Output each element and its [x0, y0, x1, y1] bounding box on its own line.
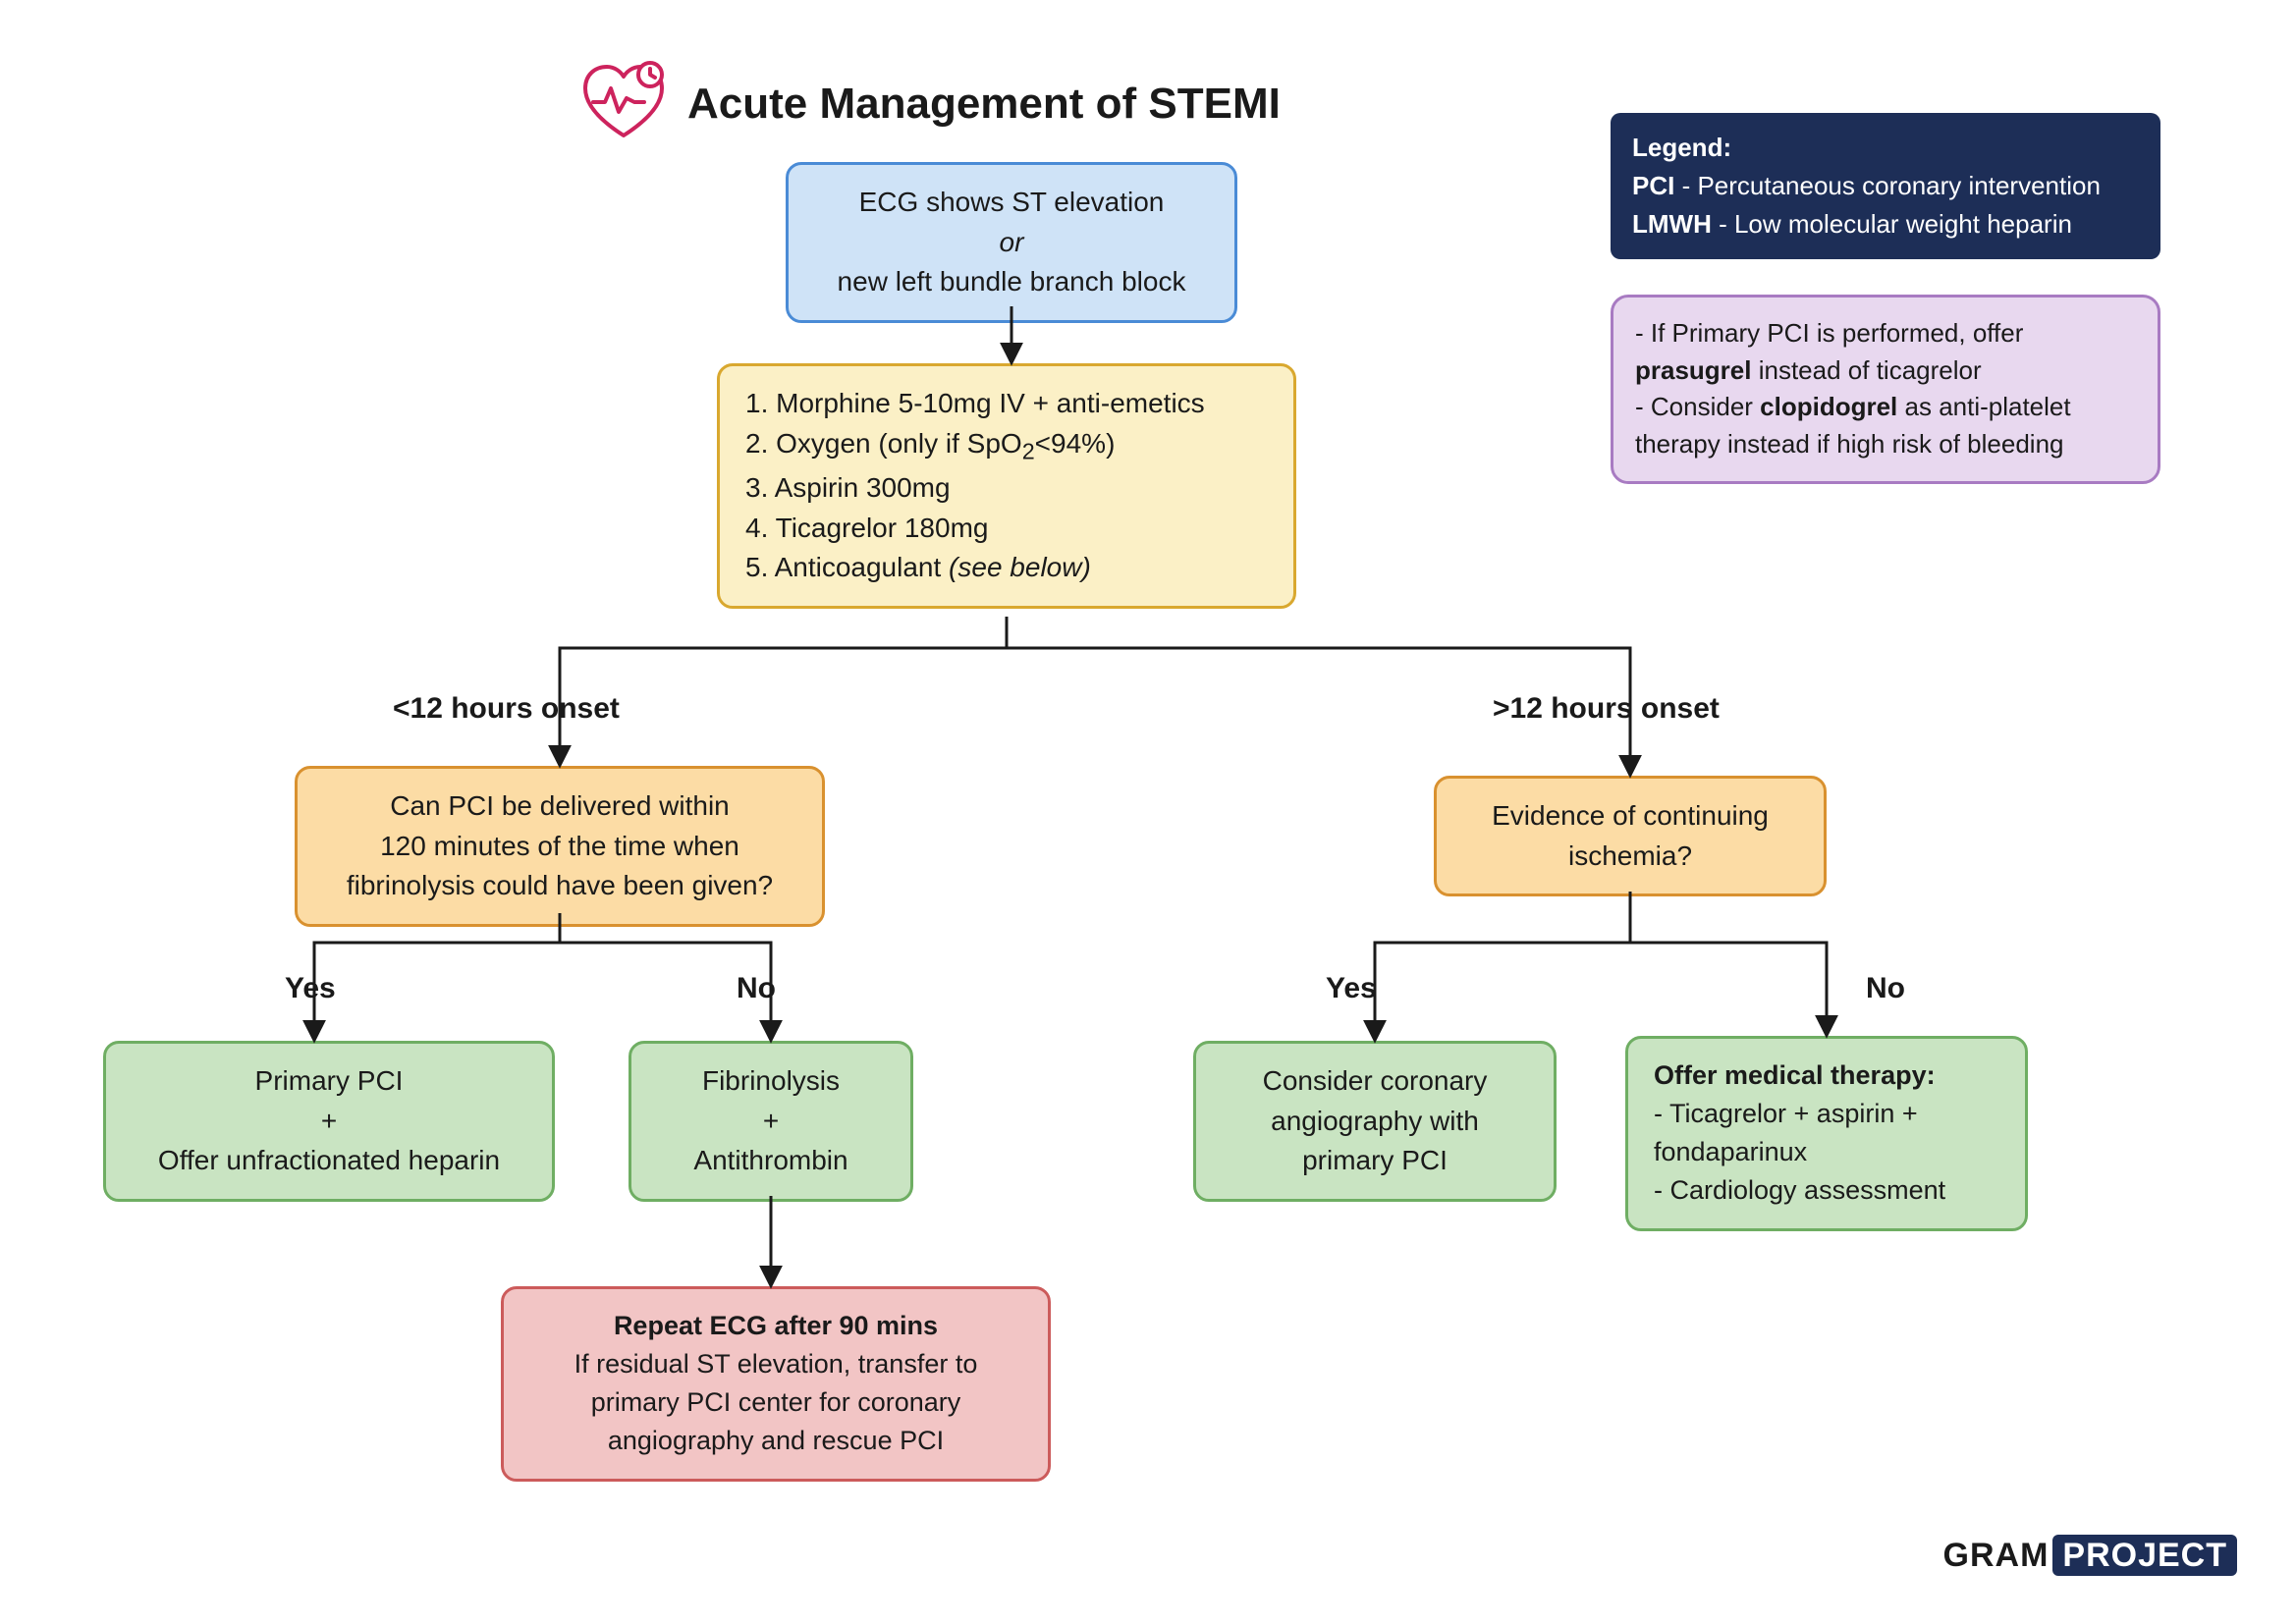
- legend-box: Legend: PCI - Percutaneous coronary inte…: [1611, 113, 2160, 259]
- legend-item: PCI - Percutaneous coronary intervention: [1632, 167, 2139, 205]
- note-line: - If Primary PCI is performed, offer pra…: [1635, 315, 2136, 389]
- note-line: - Consider clopidogrel as anti-platelet …: [1635, 389, 2136, 462]
- page-title-row: Acute Management of STEMI: [579, 59, 1281, 148]
- flow-node-angio: Consider coronaryangiography withprimary…: [1193, 1041, 1557, 1202]
- flow-node-fibrin: Fibrinolysis+Antithrombin: [629, 1041, 913, 1202]
- flow-node-repeat: Repeat ECG after 90 minsIf residual ST e…: [501, 1286, 1051, 1482]
- heart-clock-icon: [579, 59, 668, 148]
- note-box: - If Primary PCI is performed, offer pra…: [1611, 295, 2160, 484]
- flow-node-meds: 1. Morphine 5-10mg IV + anti-emetics2. O…: [717, 363, 1296, 609]
- flow-node-medther: Offer medical therapy:- Ticagrelor + asp…: [1625, 1036, 2028, 1231]
- branch-label-yes2: Yes: [1326, 972, 1377, 1005]
- branch-label-gt12: >12 hours onset: [1493, 692, 1720, 726]
- legend-item: LMWH - Low molecular weight heparin: [1632, 205, 2139, 244]
- flow-node-pci: Primary PCI+Offer unfractionated heparin: [103, 1041, 555, 1202]
- flow-node-q_right: Evidence of continuingischemia?: [1434, 776, 1827, 896]
- flow-node-start: ECG shows ST elevationornew left bundle …: [786, 162, 1237, 323]
- page-title: Acute Management of STEMI: [687, 80, 1281, 129]
- legend-title: Legend:: [1632, 129, 2139, 167]
- branch-label-no2: No: [1866, 972, 1905, 1005]
- gram-project-logo: GRAMPROJECT: [1943, 1537, 2237, 1575]
- branch-label-yes1: Yes: [285, 972, 336, 1005]
- branch-label-no1: No: [737, 972, 776, 1005]
- branch-label-lt12: <12 hours onset: [393, 692, 620, 726]
- flow-node-q_left: Can PCI be delivered within120 minutes o…: [295, 766, 825, 927]
